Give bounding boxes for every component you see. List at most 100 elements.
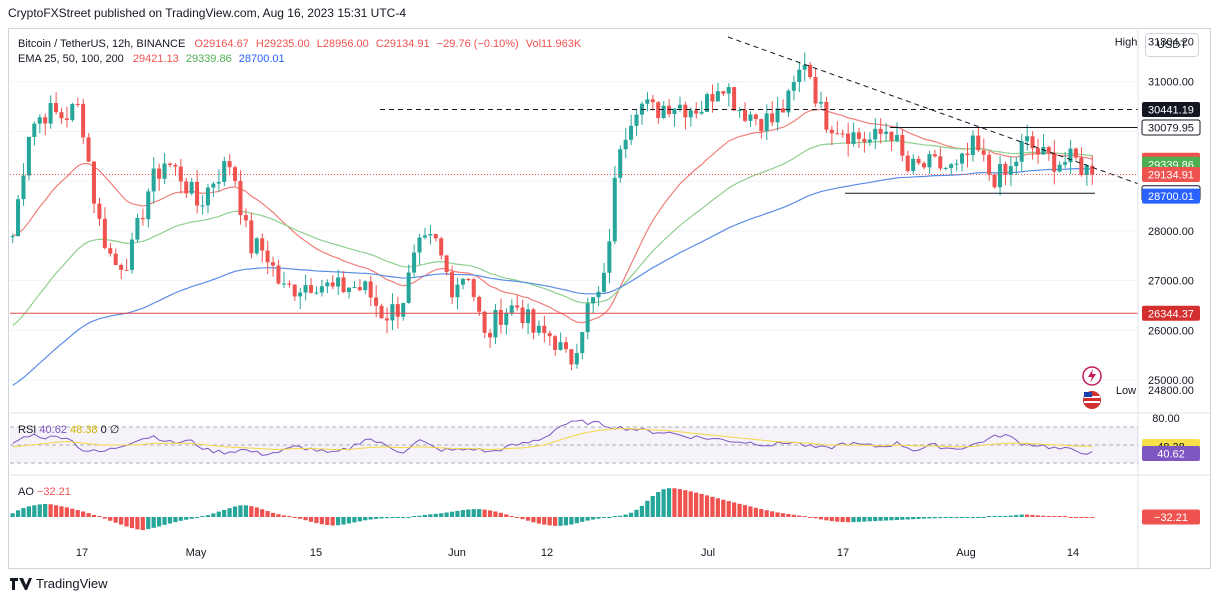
ao-bar <box>683 490 688 517</box>
ao-bar <box>1046 515 1051 517</box>
ao-bar <box>721 499 726 517</box>
candles <box>10 52 1095 371</box>
ao-bar <box>384 517 390 519</box>
label-text: −32.21 <box>1154 512 1188 524</box>
candle-body <box>780 108 785 113</box>
candle-body <box>363 281 368 291</box>
ao-bar <box>260 509 265 517</box>
candle <box>829 125 834 146</box>
label-text: 28000.00 <box>1148 226 1194 238</box>
candle <box>504 308 509 335</box>
ao-bar <box>86 513 91 517</box>
candle <box>726 83 731 107</box>
candle-body <box>927 154 932 168</box>
ao-bar <box>411 516 417 517</box>
candle-body <box>726 87 731 94</box>
candle <box>607 228 612 284</box>
candle-body <box>764 113 769 132</box>
currency-button[interactable]: USDT <box>1145 33 1199 57</box>
ao-bar <box>959 517 965 518</box>
rsi-line <box>12 419 1093 456</box>
ao-bar <box>677 489 682 517</box>
price-label: 28700.01 <box>1142 188 1200 204</box>
candle <box>710 84 715 113</box>
candle-body <box>618 149 623 178</box>
candle <box>16 195 21 237</box>
ema25-value: 29421.13 <box>132 53 179 65</box>
candle <box>184 177 189 199</box>
candle <box>531 307 536 340</box>
candle-body <box>157 168 162 179</box>
candle <box>878 118 883 144</box>
x-tick-label: 12 <box>541 547 553 559</box>
ao-bar <box>873 517 878 522</box>
ao-bar <box>205 515 211 517</box>
candle-body <box>113 253 118 265</box>
candle-body <box>477 296 482 312</box>
candle-body <box>737 110 742 112</box>
candle <box>460 277 465 290</box>
candle-body <box>292 284 297 297</box>
ao-bar <box>108 517 113 521</box>
candle <box>428 225 433 245</box>
ao-bar <box>791 514 796 517</box>
candle <box>493 304 498 345</box>
rsi-ma-line <box>12 428 1093 450</box>
candle-body <box>395 304 400 317</box>
candle <box>1008 156 1013 187</box>
candle <box>639 101 644 125</box>
candle-body <box>1025 136 1030 142</box>
tradingview-brand[interactable]: TradingView <box>10 577 108 591</box>
label-text: 26344.37 <box>1148 308 1194 320</box>
candle-body <box>422 235 427 238</box>
ao-bar <box>596 517 601 519</box>
ao-bar <box>883 517 889 521</box>
ao-bar <box>932 517 937 519</box>
ao-label: −32.21 <box>1142 509 1200 525</box>
ao-bar <box>140 517 145 531</box>
ao-bar <box>1090 517 1095 518</box>
candle-body <box>32 123 37 137</box>
ao-bar <box>32 505 37 517</box>
ao-bar <box>292 517 297 518</box>
candle-body <box>742 110 747 121</box>
candle-body <box>303 285 308 293</box>
candle <box>911 154 916 175</box>
lightning-icon <box>1088 369 1096 383</box>
ao-bar <box>639 505 645 517</box>
candle-body <box>786 90 791 113</box>
candle-body <box>173 164 178 167</box>
tradingview-logo-icon <box>10 578 32 590</box>
candle-body <box>835 133 840 135</box>
x-tick-label: Jul <box>701 547 715 559</box>
candle-body <box>970 135 975 156</box>
candle <box>1019 133 1024 172</box>
candle-body <box>563 342 568 350</box>
candle-body <box>1084 165 1089 175</box>
ao-bar <box>64 507 69 517</box>
ao-bar <box>493 511 498 517</box>
candle-body <box>965 153 970 156</box>
candle <box>346 287 351 299</box>
candle-body <box>140 217 145 220</box>
candle <box>742 102 747 123</box>
price-label: 30079.95 <box>1141 119 1201 136</box>
candle <box>146 188 151 228</box>
ao-bar <box>867 517 872 522</box>
ao-bar <box>580 517 585 522</box>
candle <box>298 288 303 310</box>
candle-body <box>200 205 205 207</box>
label-text: 31804.20 <box>1148 37 1194 49</box>
candle <box>488 328 493 348</box>
candle <box>21 163 26 206</box>
ao-bar <box>856 517 862 522</box>
ema-legend: EMA 25, 50, 100, 200 29421.13 29339.86 2… <box>18 52 285 66</box>
candle <box>959 152 964 172</box>
ao-bar <box>835 517 840 522</box>
us-flag-icon <box>1083 391 1101 409</box>
ema25-line <box>12 108 1093 324</box>
candle <box>189 177 194 196</box>
ao-bar <box>672 488 677 517</box>
candle <box>737 107 742 118</box>
ao-bar <box>363 517 368 521</box>
